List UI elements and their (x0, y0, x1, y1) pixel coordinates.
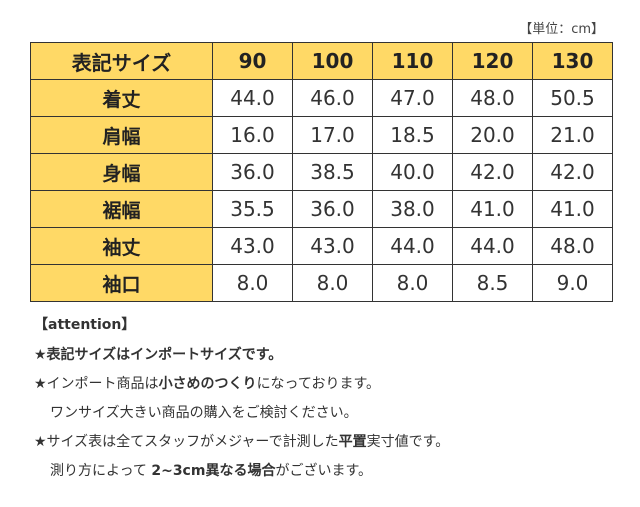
size-header-label: 表記サイズ (30, 42, 213, 80)
table-cell: 17.0 (292, 116, 373, 154)
note-small-fit: ★インポート商品は小さめのつくりになっております。 (34, 373, 614, 402)
table-cell: 47.0 (372, 79, 453, 117)
unit-note: 【単位：cm】 (519, 22, 604, 37)
table-cell: 8.0 (372, 264, 453, 302)
note-import-size-text: ★表記サイズはインポートサイズです。 (34, 347, 283, 363)
note-small-fit-pre: ★インポート商品は (34, 376, 159, 392)
row-label: 肩幅 (30, 116, 213, 154)
note-measure-post: 実寸値です。 (366, 434, 450, 450)
size-header-cell: 120 (452, 42, 533, 80)
table-row: 肩幅 16.0 17.0 18.5 20.0 21.0 (30, 116, 613, 154)
table-cell: 43.0 (212, 227, 293, 265)
table-row: 身幅 36.0 38.5 40.0 42.0 42.0 (30, 153, 613, 191)
table-cell: 21.0 (532, 116, 613, 154)
table-cell: 41.0 (452, 190, 533, 228)
row-label: 着丈 (30, 79, 213, 117)
table-cell: 36.0 (292, 190, 373, 228)
table-cell: 35.5 (212, 190, 293, 228)
table-cell: 38.0 (372, 190, 453, 228)
table-cell: 50.5 (532, 79, 613, 117)
note-small-fit-bold: 小さめのつくり (158, 376, 257, 392)
row-label: 袖口 (30, 264, 213, 302)
table-cell: 48.0 (452, 79, 533, 117)
table-cell: 8.0 (292, 264, 373, 302)
table-cell: 42.0 (532, 153, 613, 191)
size-table: 表記サイズ 90 100 110 120 130 着丈 44.0 46.0 47… (30, 42, 613, 302)
note-measure: ★サイズ表は全てスタッフがメジャーで計測した平置実寸値です。 (34, 431, 614, 460)
note-variance-post: がございます。 (275, 463, 373, 479)
row-label: 裾幅 (30, 190, 213, 228)
table-cell: 8.5 (452, 264, 533, 302)
table-row: 袖口 8.0 8.0 8.0 8.5 9.0 (30, 264, 613, 302)
table-cell: 20.0 (452, 116, 533, 154)
note-size-up-text: ワンサイズ大きい商品の購入をご検討ください。 (50, 405, 358, 421)
table-cell: 41.0 (532, 190, 613, 228)
table-cell: 16.0 (212, 116, 293, 154)
size-header-row: 表記サイズ 90 100 110 120 130 (30, 42, 613, 80)
table-row: 裾幅 35.5 36.0 38.0 41.0 41.0 (30, 190, 613, 228)
note-measure-bold: 平置 (338, 434, 367, 450)
note-small-fit-post: になっております。 (256, 376, 381, 392)
note-size-up: ワンサイズ大きい商品の購入をご検討ください。 (34, 402, 614, 431)
table-cell: 44.0 (212, 79, 293, 117)
table-cell: 43.0 (292, 227, 373, 265)
table-cell: 44.0 (452, 227, 533, 265)
table-row: 着丈 44.0 46.0 47.0 48.0 50.5 (30, 79, 613, 117)
table-cell: 18.5 (372, 116, 453, 154)
note-measure-pre: ★サイズ表は全てスタッフがメジャーで計測した (34, 434, 339, 450)
table-cell: 38.5 (292, 153, 373, 191)
size-header-cell: 90 (212, 42, 293, 80)
table-row: 袖丈 43.0 43.0 44.0 44.0 48.0 (30, 227, 613, 265)
table-cell: 48.0 (532, 227, 613, 265)
size-header-cell: 130 (532, 42, 613, 80)
table-cell: 36.0 (212, 153, 293, 191)
row-label: 袖丈 (30, 227, 213, 265)
notes-section: 【attention】 ★表記サイズはインポートサイズです。 ★インポート商品は… (34, 314, 614, 489)
table-cell: 40.0 (372, 153, 453, 191)
note-variance: 測り方によって 2~3cm異なる場合がございます。 (34, 460, 614, 489)
note-import-size: ★表記サイズはインポートサイズです。 (34, 344, 614, 373)
table-cell: 46.0 (292, 79, 373, 117)
table-cell: 9.0 (532, 264, 613, 302)
table-cell: 8.0 (212, 264, 293, 302)
attention-heading: 【attention】 (34, 317, 136, 333)
size-header-cell: 100 (292, 42, 373, 80)
note-variance-pre: 測り方によって (50, 463, 152, 479)
note-variance-bold: 2~3cm異なる場合 (151, 463, 276, 479)
row-label: 身幅 (30, 153, 213, 191)
table-cell: 42.0 (452, 153, 533, 191)
size-header-cell: 110 (372, 42, 453, 80)
table-cell: 44.0 (372, 227, 453, 265)
